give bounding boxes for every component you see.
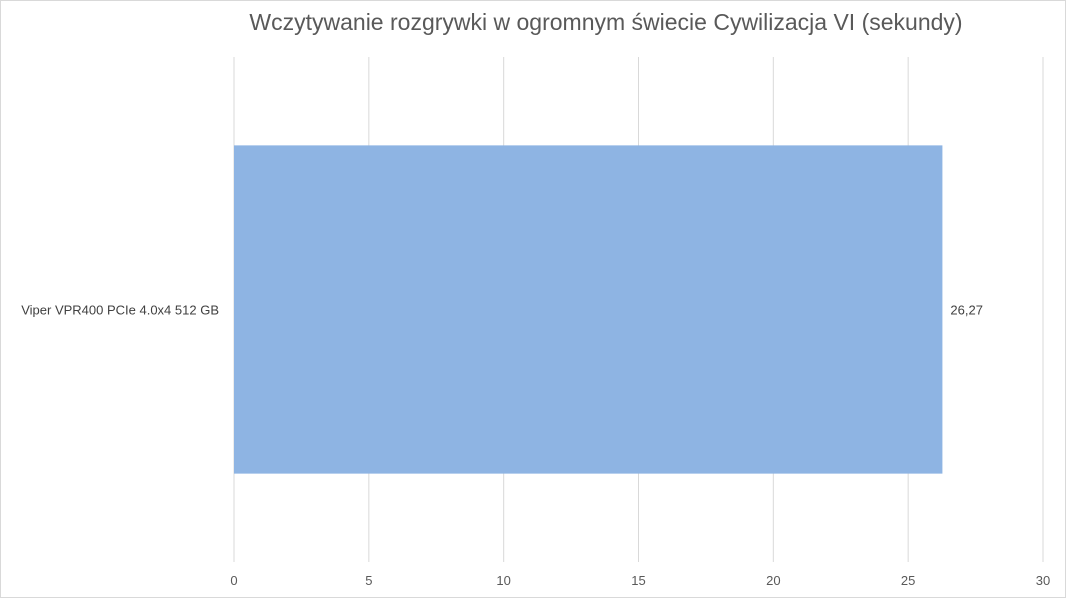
category-label: Viper VPR400 PCIe 4.0x4 512 GB — [21, 303, 219, 318]
x-tick-label: 5 — [365, 573, 372, 588]
category-labels: Viper VPR400 PCIe 4.0x4 512 GB — [21, 303, 219, 318]
chart-title: Wczytywanie rozgrywki w ogromnym świecie… — [249, 9, 963, 35]
bars — [234, 145, 943, 474]
x-tick-label: 20 — [766, 573, 780, 588]
bar — [234, 145, 943, 474]
x-axis-ticks: 0 5 10 15 20 25 30 — [230, 573, 1050, 588]
x-tick-label: 15 — [631, 573, 645, 588]
x-tick-label: 30 — [1036, 573, 1050, 588]
x-tick-label: 0 — [230, 573, 237, 588]
x-tick-label: 10 — [496, 573, 510, 588]
data-label: 26,27 — [950, 303, 983, 318]
data-labels: 26,27 — [950, 303, 983, 318]
x-tick-label: 25 — [901, 573, 915, 588]
